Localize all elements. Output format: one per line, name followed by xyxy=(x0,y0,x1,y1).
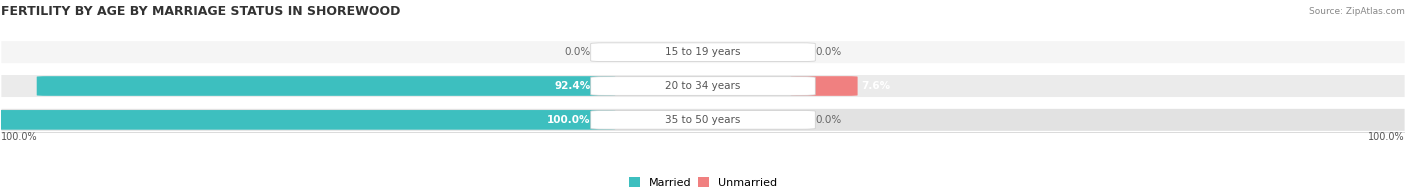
FancyBboxPatch shape xyxy=(790,76,858,96)
Text: 100.0%: 100.0% xyxy=(547,115,591,125)
Text: 0.0%: 0.0% xyxy=(815,115,842,125)
FancyBboxPatch shape xyxy=(591,111,815,129)
Legend: Married, Unmarried: Married, Unmarried xyxy=(630,177,776,188)
FancyBboxPatch shape xyxy=(37,76,616,96)
Text: 15 to 19 years: 15 to 19 years xyxy=(665,47,741,57)
Text: 100.0%: 100.0% xyxy=(1368,132,1405,142)
Text: 20 to 34 years: 20 to 34 years xyxy=(665,81,741,91)
Text: FERTILITY BY AGE BY MARRIAGE STATUS IN SHOREWOOD: FERTILITY BY AGE BY MARRIAGE STATUS IN S… xyxy=(1,5,401,18)
FancyBboxPatch shape xyxy=(0,110,616,130)
FancyBboxPatch shape xyxy=(591,43,815,62)
Text: 7.6%: 7.6% xyxy=(860,81,890,91)
Text: 0.0%: 0.0% xyxy=(815,47,842,57)
Text: 100.0%: 100.0% xyxy=(1,132,38,142)
FancyBboxPatch shape xyxy=(591,77,815,95)
FancyBboxPatch shape xyxy=(1,109,1405,131)
FancyBboxPatch shape xyxy=(1,41,1405,63)
Text: 0.0%: 0.0% xyxy=(564,47,591,57)
Text: Source: ZipAtlas.com: Source: ZipAtlas.com xyxy=(1309,7,1405,16)
Text: 92.4%: 92.4% xyxy=(554,81,591,91)
Text: 35 to 50 years: 35 to 50 years xyxy=(665,115,741,125)
FancyBboxPatch shape xyxy=(1,75,1405,97)
